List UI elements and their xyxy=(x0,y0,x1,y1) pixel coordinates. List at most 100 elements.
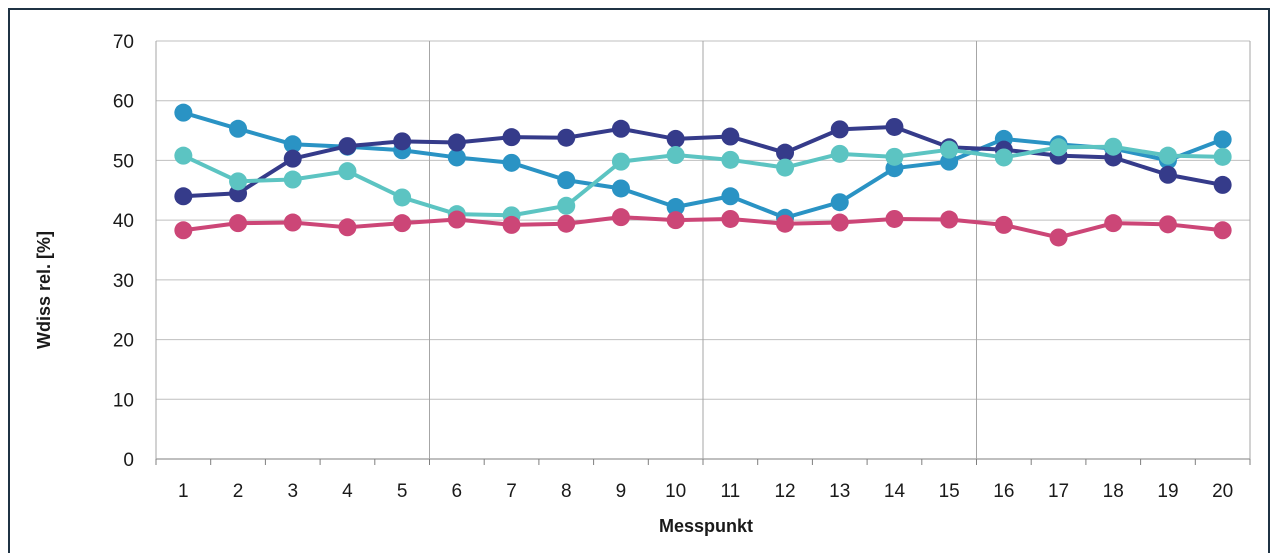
data-point xyxy=(557,196,576,215)
x-tick-label: 14 xyxy=(884,481,906,502)
series-line xyxy=(183,124,1224,199)
data-point xyxy=(994,215,1013,234)
x-tick-label: 2 xyxy=(233,481,244,502)
x-tick-label: 15 xyxy=(939,481,960,502)
data-point xyxy=(447,148,466,167)
data-point xyxy=(721,209,740,228)
data-point xyxy=(611,152,630,171)
x-tick-label: 3 xyxy=(287,481,298,502)
data-point xyxy=(1213,175,1232,194)
data-point xyxy=(1049,138,1068,157)
series-3 xyxy=(174,137,1232,225)
data-point xyxy=(611,119,630,138)
data-point xyxy=(940,210,959,229)
x-tick-label: 12 xyxy=(774,481,795,502)
data-point xyxy=(447,133,466,152)
data-point xyxy=(830,213,849,232)
x-tick-label: 19 xyxy=(1157,481,1178,502)
x-tick-label: 17 xyxy=(1048,481,1069,502)
x-tick-label: 9 xyxy=(616,481,627,502)
data-point xyxy=(502,153,521,172)
data-point xyxy=(1158,146,1177,165)
data-point xyxy=(1104,214,1123,233)
data-point xyxy=(1158,165,1177,184)
data-point xyxy=(721,150,740,169)
data-point xyxy=(994,148,1013,167)
y-tick-label: 0 xyxy=(123,450,134,471)
data-point xyxy=(174,103,193,122)
data-point xyxy=(940,140,959,159)
data-point xyxy=(174,221,193,240)
y-tick-label: 40 xyxy=(113,211,134,232)
data-point xyxy=(1049,228,1068,247)
data-point xyxy=(557,128,576,147)
data-point xyxy=(502,128,521,147)
series-line xyxy=(182,144,1223,218)
data-point xyxy=(776,143,795,162)
data-point xyxy=(1213,221,1232,240)
x-tick-label: 6 xyxy=(452,481,463,502)
x-tick-label: 13 xyxy=(829,481,850,502)
x-tick-label: 11 xyxy=(720,481,740,502)
y-tick-label: 30 xyxy=(113,271,134,292)
x-tick-label: 18 xyxy=(1103,481,1124,502)
data-point xyxy=(174,187,193,206)
data-point xyxy=(885,117,904,136)
data-point xyxy=(666,211,685,230)
data-point xyxy=(229,172,248,191)
x-tick-labels: 1 2 3 4 5 6 7 8 9 10 11 12 13 14 15 16 17 18 19 20 xyxy=(178,481,1233,502)
x-tick-label: 1 xyxy=(178,481,189,502)
data-point xyxy=(283,149,302,168)
data-point xyxy=(1158,215,1177,234)
series-line xyxy=(183,215,1223,240)
series-2 xyxy=(174,117,1232,206)
data-point xyxy=(447,210,466,229)
data-point xyxy=(830,120,849,139)
data-point xyxy=(338,218,357,237)
data-point xyxy=(1213,130,1232,149)
data-point xyxy=(174,146,193,165)
data-point xyxy=(502,215,521,234)
data-point xyxy=(393,188,412,207)
data-point xyxy=(611,208,630,227)
data-point xyxy=(338,137,357,156)
x-tick-label: 5 xyxy=(397,481,408,502)
data-point xyxy=(666,129,685,148)
x-tick-label: 7 xyxy=(506,481,517,502)
x-tick-label: 16 xyxy=(993,481,1014,502)
data-point xyxy=(666,146,685,165)
data-point xyxy=(830,193,849,212)
data-point xyxy=(1213,147,1232,166)
x-tick-label: 8 xyxy=(561,481,572,502)
grid xyxy=(155,40,1251,465)
y-tick-labels: 0 10 20 30 40 50 60 70 xyxy=(113,32,134,471)
data-point xyxy=(721,187,740,206)
data-point xyxy=(776,158,795,177)
y-tick-label: 20 xyxy=(113,331,134,352)
y-axis-title: Wdiss rel. [%] xyxy=(34,231,54,349)
x-tick-label: 10 xyxy=(665,481,686,502)
data-point xyxy=(557,214,576,233)
data-point xyxy=(229,214,248,233)
data-point xyxy=(557,171,576,190)
data-point xyxy=(283,213,302,232)
data-point xyxy=(393,214,412,233)
data-point xyxy=(776,214,795,233)
data-point xyxy=(1104,137,1123,156)
data-point xyxy=(283,135,302,154)
series-layer xyxy=(174,103,1232,247)
y-tick-label: 70 xyxy=(113,32,134,53)
data-point xyxy=(885,147,904,166)
series-4 xyxy=(174,208,1232,247)
y-tick-label: 50 xyxy=(113,151,134,172)
x-tick-label: 4 xyxy=(342,481,353,502)
data-point xyxy=(721,127,740,146)
data-point xyxy=(393,132,412,151)
data-point xyxy=(666,198,685,217)
data-point xyxy=(830,144,849,163)
data-point xyxy=(338,162,357,181)
data-point xyxy=(885,209,904,228)
x-tick-label: 20 xyxy=(1212,481,1233,502)
data-point xyxy=(283,170,302,189)
